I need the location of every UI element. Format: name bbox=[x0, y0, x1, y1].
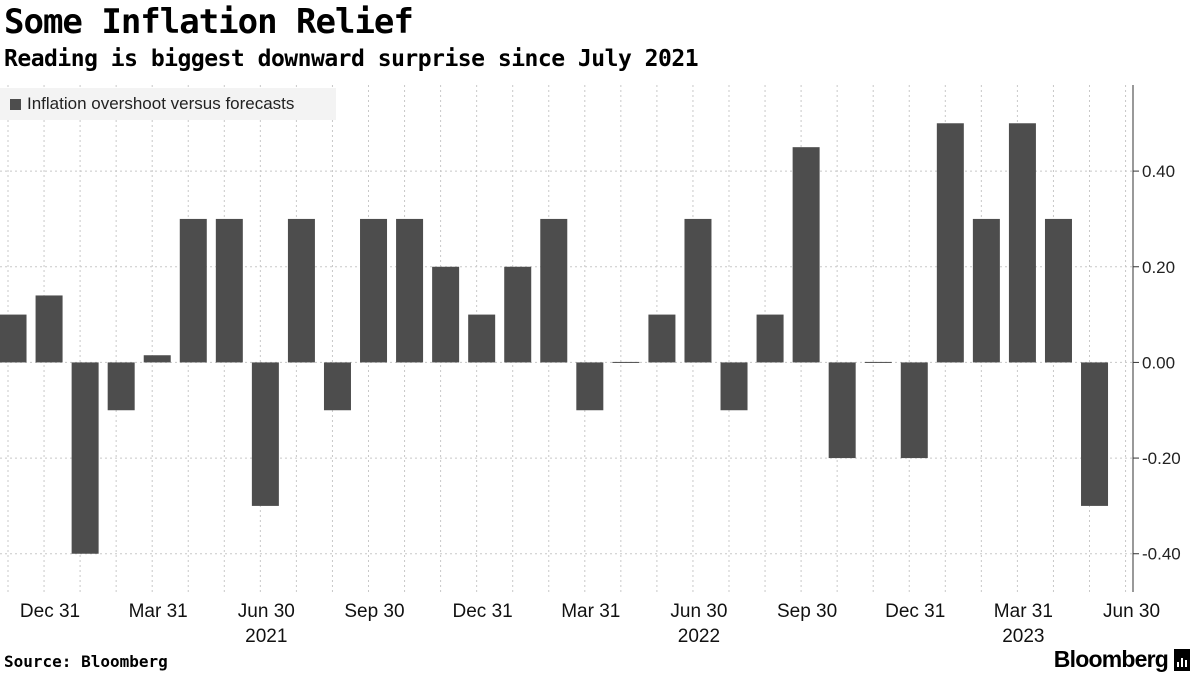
x-tick-label: Jun 30 bbox=[670, 601, 727, 622]
legend-swatch bbox=[10, 98, 21, 110]
y-tick-label: -0.20 bbox=[1142, 449, 1181, 468]
bar bbox=[179, 218, 207, 363]
bar bbox=[251, 362, 279, 506]
bar bbox=[828, 362, 856, 459]
bar bbox=[107, 362, 135, 411]
bar bbox=[756, 314, 784, 363]
bar bbox=[287, 218, 315, 363]
bar bbox=[323, 362, 351, 411]
bar bbox=[432, 266, 460, 363]
bar bbox=[936, 123, 964, 363]
bar bbox=[864, 361, 892, 363]
bar bbox=[720, 362, 748, 411]
x-tick-label: Dec 31 bbox=[453, 601, 513, 622]
x-tick-label: Sep 30 bbox=[344, 601, 404, 622]
bar bbox=[576, 362, 604, 411]
x-tick-label: Mar 31 bbox=[994, 601, 1053, 622]
x-tick-label: Sep 30 bbox=[777, 601, 837, 622]
x-tick-label: Dec 31 bbox=[20, 601, 80, 622]
bar bbox=[143, 355, 171, 363]
brand-chart-icon bbox=[1174, 648, 1190, 671]
brand-logo: Bloomberg bbox=[1054, 646, 1190, 673]
bar bbox=[900, 362, 928, 459]
bar bbox=[504, 266, 532, 363]
year-label: 2023 bbox=[1002, 626, 1044, 647]
bar bbox=[71, 362, 99, 554]
bar bbox=[684, 218, 712, 363]
y-tick-label: 0.00 bbox=[1142, 353, 1175, 372]
legend-label: Inflation overshoot versus forecasts bbox=[27, 94, 295, 113]
source-note: Source: Bloomberg bbox=[4, 652, 168, 671]
bar bbox=[540, 218, 568, 363]
chart-subtitle: Reading is biggest downward surprise sin… bbox=[4, 46, 699, 72]
bar bbox=[215, 218, 243, 363]
y-tick-label: 0.20 bbox=[1142, 258, 1175, 277]
year-label: 2022 bbox=[678, 626, 720, 647]
y-tick-label: -0.40 bbox=[1142, 545, 1181, 564]
year-label: 2021 bbox=[245, 626, 287, 647]
x-tick-label: Jun 30 bbox=[1103, 601, 1160, 622]
bar bbox=[0, 314, 27, 363]
y-tick-label: 0.40 bbox=[1142, 162, 1175, 181]
bar bbox=[1044, 218, 1072, 363]
bar bbox=[468, 314, 496, 363]
x-tick-label: Jun 30 bbox=[238, 601, 295, 622]
bar bbox=[1081, 362, 1109, 506]
bar bbox=[396, 218, 424, 363]
brand-wordmark: Bloomberg bbox=[1053, 646, 1169, 672]
chart-title: Some Inflation Relief bbox=[4, 2, 414, 42]
x-tick-label: Mar 31 bbox=[129, 601, 188, 622]
bar bbox=[360, 218, 388, 363]
bar bbox=[792, 147, 820, 363]
bar bbox=[972, 218, 1000, 363]
x-tick-label: Dec 31 bbox=[885, 601, 945, 622]
bar bbox=[35, 295, 63, 363]
legend: Inflation overshoot versus forecasts bbox=[0, 88, 336, 120]
bar bbox=[1008, 123, 1036, 363]
bar bbox=[648, 314, 676, 363]
bar bbox=[612, 361, 640, 363]
x-tick-label: Mar 31 bbox=[561, 601, 620, 622]
